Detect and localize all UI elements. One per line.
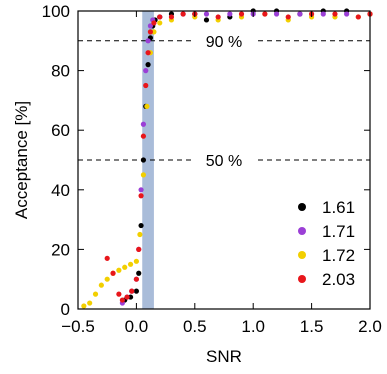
- y-tick-label: 60: [51, 121, 70, 140]
- data-point: [332, 11, 338, 17]
- data-point: [297, 11, 303, 17]
- data-point: [129, 288, 135, 294]
- data-point: [133, 258, 139, 264]
- data-point: [116, 267, 122, 273]
- data-point: [262, 11, 268, 17]
- data-point: [119, 297, 125, 303]
- shaded-band-layer: [142, 11, 154, 309]
- data-point: [203, 11, 210, 17]
- data-point: [143, 82, 149, 89]
- data-point: [355, 14, 361, 20]
- legend-label-1.72: 1.72: [322, 246, 355, 265]
- legend-label-1.71: 1.71: [322, 222, 355, 241]
- x-tick-label: 0.5: [183, 317, 207, 336]
- data-point: [138, 222, 144, 229]
- x-tick-label: −0.5: [61, 317, 95, 336]
- data-point: [136, 246, 142, 252]
- data-point: [157, 14, 163, 20]
- y-tick-label: 20: [51, 240, 70, 259]
- legend-marker-2.03: [298, 275, 306, 283]
- data-point: [285, 14, 291, 20]
- data-point: [98, 282, 104, 288]
- data-point: [104, 276, 110, 282]
- data-point: [122, 264, 128, 270]
- reference-label-50: 50 %: [206, 153, 242, 170]
- y-axis-label: Acceptance [%]: [12, 101, 31, 219]
- data-point: [320, 11, 326, 17]
- data-point: [81, 303, 87, 309]
- data-point: [238, 11, 245, 17]
- plot-frame: [77, 10, 371, 310]
- reference-label-bg: [194, 30, 254, 51]
- data-point: [180, 11, 186, 17]
- data-point: [138, 187, 144, 193]
- y-tick-label: 100: [42, 2, 70, 21]
- legend-marker-1.72: [298, 251, 306, 259]
- legend-label-1.61: 1.61: [322, 198, 355, 217]
- x-tick-label: 1.5: [300, 317, 324, 336]
- reference-line-layer: 90 % 50 %: [78, 30, 370, 170]
- data-point: [147, 23, 154, 29]
- data-point: [127, 261, 134, 267]
- data-point: [227, 11, 233, 17]
- legend-marker-1.71: [298, 227, 306, 235]
- data-point: [215, 14, 221, 20]
- data-point: [87, 300, 93, 306]
- data-point: [116, 291, 122, 297]
- data-point: [140, 133, 147, 139]
- data-point: [140, 157, 147, 163]
- y-tick-label: 40: [51, 181, 70, 200]
- data-point: [137, 231, 143, 238]
- data-point: [168, 14, 175, 20]
- data-point: [203, 17, 210, 23]
- legend: 1.61 1.71 1.72 2.03: [298, 198, 355, 289]
- data-point: [140, 172, 147, 178]
- legend-label-2.03: 2.03: [322, 270, 355, 289]
- data-point: [151, 20, 157, 26]
- shaded-band: [142, 11, 154, 309]
- data-point: [344, 11, 350, 17]
- legend-marker-1.61: [298, 203, 306, 211]
- data-point: [145, 62, 151, 68]
- data-point: [92, 291, 99, 297]
- data-point: [145, 38, 151, 44]
- data-point: [104, 255, 110, 261]
- data-point: [143, 68, 149, 74]
- data-point: [145, 50, 151, 56]
- data-point: [124, 294, 130, 300]
- x-tick-label: 1.0: [241, 317, 265, 336]
- reference-label-bg: [194, 150, 254, 170]
- data-point: [133, 288, 139, 294]
- x-axis-label: SNR: [206, 347, 242, 366]
- axis-ticks-layer: −0.5 0.0 0.5 1.0 1.5 2.0 0 20 40 60 80 100: [42, 2, 382, 336]
- x-tick-label: 2.0: [358, 317, 382, 336]
- data-point: [138, 193, 144, 199]
- data-point: [273, 11, 280, 17]
- y-tick-label: 80: [51, 62, 70, 81]
- data-point: [144, 103, 150, 109]
- data-point: [140, 121, 147, 127]
- data-point: [133, 276, 139, 282]
- data-point: [110, 270, 116, 276]
- reference-label-90: 90 %: [206, 34, 242, 51]
- data-point: [136, 270, 142, 276]
- x-tick-label: 0.0: [125, 317, 149, 336]
- series-2.03: [104, 11, 373, 303]
- data-point: [147, 29, 154, 35]
- y-tick-label: 0: [61, 300, 70, 319]
- data-point: [157, 20, 163, 26]
